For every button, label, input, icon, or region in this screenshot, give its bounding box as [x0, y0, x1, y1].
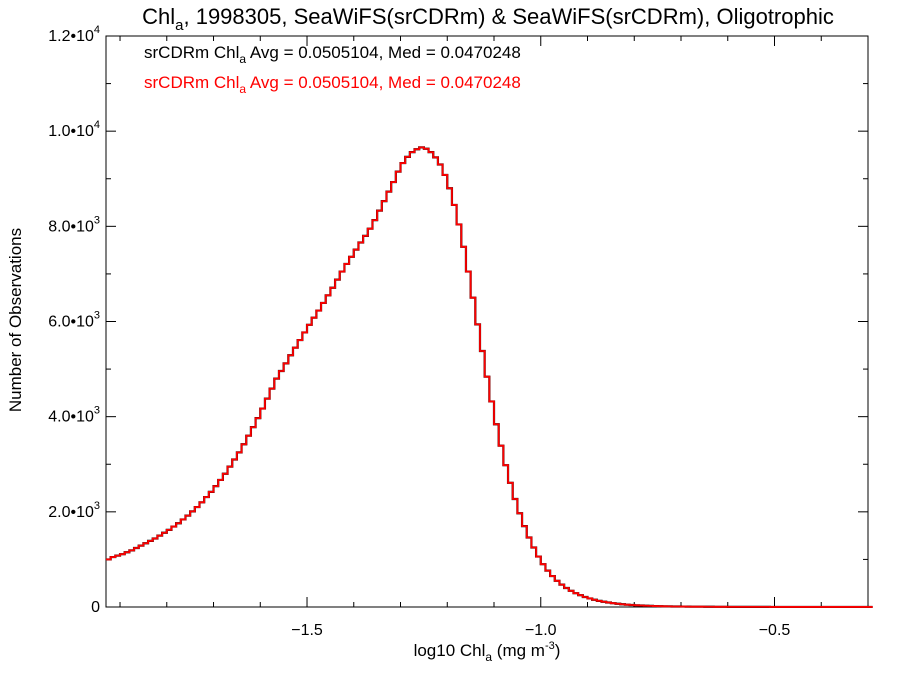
legend-entry-1: srCDRm Chla Avg = 0.0505104, Med = 0.047…	[144, 43, 521, 66]
x-tick-label: −0.5	[759, 622, 791, 639]
y-tick-label: 2.0•103	[48, 500, 100, 521]
legend-entry-2: srCDRm Chla Avg = 0.0505104, Med = 0.047…	[144, 73, 521, 96]
axis-ticks	[106, 35, 869, 608]
chart-title-prefix: Chl	[142, 4, 175, 29]
legend-entry-2-prefix: srCDRm Chl	[144, 73, 239, 92]
x-tick-label: −1.5	[291, 622, 323, 639]
x-axis-label-prefix: log10 Chl	[414, 641, 486, 660]
legend-entry-1-sub: a	[239, 52, 246, 66]
legend-entry-1-prefix: srCDRm Chl	[144, 43, 239, 62]
x-axis-label-sub: a	[485, 650, 492, 664]
chart-title: Chla, 1998305, SeaWiFS(srCDRm) & SeaWiFS…	[142, 4, 834, 34]
y-tick-label: 4.0•103	[48, 405, 100, 426]
y-tick-label: 1.2•104	[48, 24, 100, 45]
y-tick-label: 1.0•104	[48, 119, 100, 140]
histogram-series-2	[106, 146, 873, 608]
y-axis-label: Number of Observations	[6, 228, 25, 412]
x-axis-label-sup: -3	[545, 640, 555, 652]
chart-title-rest: , 1998305, SeaWiFS(srCDRm) & SeaWiFS(srC…	[183, 4, 833, 29]
y-tick-labels: 0 2.0•103 4.0•103 6.0•103 8.0•103 1.0•104 1.2•…	[48, 24, 100, 616]
y-tick-label: 8.0•103	[48, 214, 100, 235]
legend-entry-2-sub: a	[239, 82, 246, 96]
y-tick-label: 0	[91, 599, 100, 616]
plot-frame	[105, 35, 869, 608]
x-axis-label: log10 Chla (mg m-3)	[414, 640, 561, 664]
histogram-series	[106, 146, 873, 609]
y-tick-label: 6.0•103	[48, 310, 100, 331]
x-tick-labels: −1.5 −1.0 −0.5	[291, 622, 790, 639]
legend-entry-2-rest: Avg = 0.0505104, Med = 0.0470248	[246, 73, 521, 92]
legend-entry-1-rest: Avg = 0.0505104, Med = 0.0470248	[246, 43, 521, 62]
chart-title-sub: a	[175, 17, 184, 34]
x-axis-label-mid: (mg m	[492, 641, 545, 660]
x-tick-label: −1.0	[525, 622, 557, 639]
x-axis-label-end: )	[555, 641, 561, 660]
